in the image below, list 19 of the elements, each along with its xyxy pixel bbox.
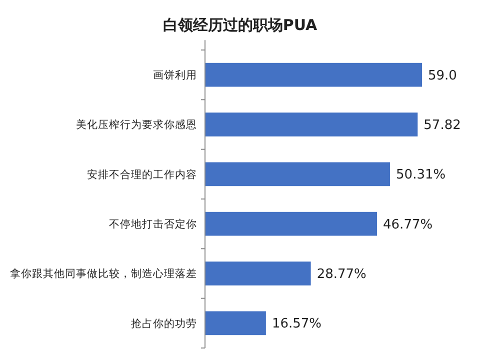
data-label: 28.77% bbox=[316, 267, 366, 282]
y-tick-label: 安排不合理的工作内容 bbox=[87, 168, 197, 181]
data-label: 46.77% bbox=[383, 217, 433, 232]
y-tick-label: 美化压榨行为要求你感恩 bbox=[76, 118, 197, 132]
chart-title: 白领经历过的职场PUA bbox=[162, 16, 318, 34]
bar bbox=[205, 212, 378, 236]
bar bbox=[205, 262, 311, 286]
data-label: 50.31% bbox=[396, 168, 446, 183]
y-tick-label: 画饼利用 bbox=[153, 68, 197, 82]
y-tick-label: 不停地打击否定你 bbox=[109, 218, 197, 231]
bar bbox=[205, 162, 390, 186]
data-label: 16.57% bbox=[272, 316, 322, 332]
data-label: 57.82 bbox=[424, 118, 461, 134]
y-tick-label: 抢占你的功劳 bbox=[131, 316, 197, 330]
bar bbox=[205, 62, 422, 87]
y-tick-label: 拿你跟其他同事做比较，制造心理落差 bbox=[10, 267, 197, 280]
bar bbox=[205, 311, 266, 336]
data-label: 59.0 bbox=[428, 68, 457, 84]
bar bbox=[205, 112, 418, 136]
